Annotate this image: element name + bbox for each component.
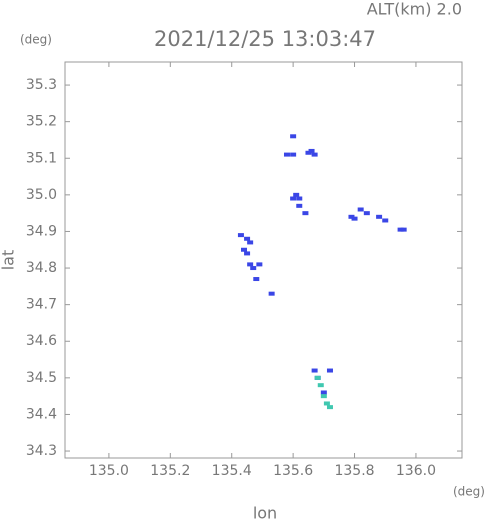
y-tick-label: 35.0 xyxy=(26,187,57,203)
x-tick-label: 135.2 xyxy=(150,463,190,479)
echo-point xyxy=(268,291,275,296)
x-tick-label: 135.8 xyxy=(334,463,374,479)
echo-point xyxy=(317,383,324,388)
echo-point xyxy=(314,375,321,380)
echo-point xyxy=(250,266,257,271)
y-axis-label: lat xyxy=(0,250,18,271)
echo-point xyxy=(290,196,297,201)
x-tick-label: 135.6 xyxy=(273,463,313,479)
y-unit: (deg) xyxy=(20,33,52,47)
echo-point xyxy=(244,236,251,241)
echo-point xyxy=(247,262,254,267)
echo-point xyxy=(256,262,263,267)
echo-point xyxy=(237,233,244,238)
echo-point xyxy=(241,247,248,252)
x-tick-label: 136.0 xyxy=(396,463,436,479)
echo-point xyxy=(357,207,364,212)
echo-point xyxy=(283,152,290,157)
x-axis-label: lon xyxy=(253,504,277,521)
echo-point xyxy=(311,152,318,157)
echo-point xyxy=(348,214,355,219)
echo-point xyxy=(397,227,404,232)
echo-point xyxy=(302,211,309,216)
echo-point xyxy=(311,368,318,373)
echo-point xyxy=(363,211,370,216)
y-tick-label: 35.3 xyxy=(26,77,57,93)
y-tick-label: 34.6 xyxy=(26,333,57,349)
echo-point xyxy=(320,390,327,395)
echo-point xyxy=(296,196,303,201)
echo-point xyxy=(293,192,300,197)
y-tick-label: 34.7 xyxy=(26,297,57,313)
altitude: ALT(km) 2.0 xyxy=(367,0,462,19)
echo-point xyxy=(323,401,330,406)
echo-point xyxy=(290,134,297,139)
echo-point xyxy=(376,214,383,219)
y-tick-label: 35.1 xyxy=(26,150,57,166)
echo-point xyxy=(308,148,315,153)
y-tick-label: 34.5 xyxy=(26,370,57,386)
echo-point xyxy=(290,152,297,157)
y-tick-label: 34.9 xyxy=(26,223,57,239)
echo-point xyxy=(326,405,333,410)
y-tick-label: 34.8 xyxy=(26,260,57,276)
x-unit: (deg) xyxy=(453,485,485,499)
chart-title: 2021/12/25 13:03:47 xyxy=(154,27,376,51)
echo-point xyxy=(296,203,303,208)
echo-point xyxy=(247,240,254,245)
y-tick-label: 34.4 xyxy=(26,406,57,422)
y-tick-label: 35.2 xyxy=(26,114,57,130)
echo-point xyxy=(244,251,251,256)
echo-point xyxy=(351,216,358,221)
plot-frame xyxy=(64,61,463,459)
echo-point xyxy=(400,227,407,232)
echo-point xyxy=(253,277,260,282)
echo-point xyxy=(382,218,389,223)
echo-point xyxy=(320,394,327,399)
y-tick-label: 34.3 xyxy=(26,443,57,459)
x-tick-label: 135.4 xyxy=(212,463,252,479)
echo-point xyxy=(305,150,312,155)
echo-point xyxy=(326,368,333,373)
x-tick-label: 135.0 xyxy=(89,463,129,479)
